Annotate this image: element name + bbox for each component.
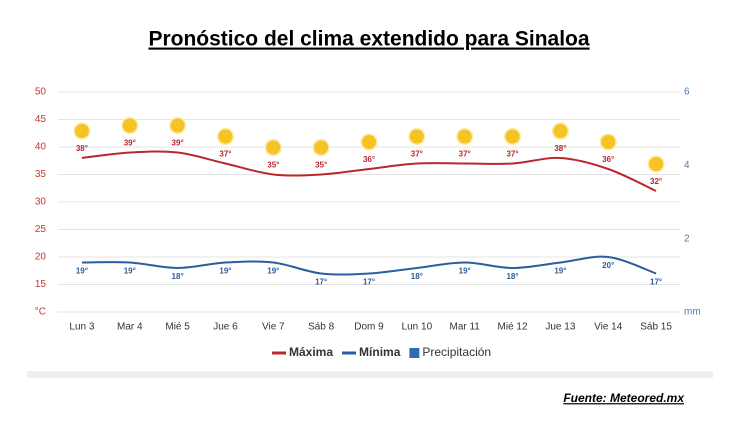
legend-label: Máxima [289, 345, 333, 359]
sun [122, 118, 137, 133]
x-tick-label: Vie 7 [262, 322, 285, 333]
x-tick-label: Mar 11 [449, 322, 480, 333]
y-tick-label: 15 [35, 279, 47, 290]
legend-swatch [409, 348, 420, 358]
y-tick-label: 20 [35, 252, 47, 263]
sun [649, 157, 664, 171]
y-tick-label: °C [35, 307, 46, 318]
x-tick-label: Dom 9 [354, 322, 384, 333]
weather-icon [312, 139, 330, 156]
data-label: 38° [76, 144, 88, 153]
data-label: 18° [411, 272, 423, 281]
data-label: 37° [219, 150, 231, 159]
data-label: 35° [267, 161, 279, 170]
x-tick-label: Mar 4 [117, 322, 143, 333]
sun [74, 124, 89, 138]
data-label: 35° [315, 161, 327, 170]
weather-icon [504, 128, 522, 145]
data-label: 32° [650, 177, 662, 186]
weather-icon [360, 133, 378, 151]
weather-icon [456, 128, 474, 145]
sun [409, 129, 424, 144]
data-label: 20° [602, 261, 614, 270]
x-tick-label: Jue 6 [213, 322, 238, 333]
data-label: 39° [124, 139, 136, 148]
weather-icon [408, 128, 426, 145]
y2-tick-label: 2 [684, 233, 690, 244]
y2-tick-label: mm [684, 307, 701, 318]
y-tick-label: 30 [35, 197, 47, 208]
line [81, 255, 657, 276]
data-label: 39° [172, 139, 184, 148]
y-tick-label: 45 [35, 114, 47, 125]
sun [457, 129, 472, 144]
data-label: 38° [554, 144, 566, 153]
data-label: 17° [650, 278, 662, 287]
x-tick-label: Lun 3 [69, 322, 94, 333]
data-label: 37° [459, 150, 471, 159]
x-tick-label: Vie 14 [594, 322, 623, 333]
weather-icon [216, 128, 234, 145]
data-label: 19° [76, 267, 88, 276]
weather-icon [551, 122, 569, 140]
x-tick-label: Sáb 8 [308, 322, 335, 333]
sun [505, 129, 520, 144]
sun [266, 140, 281, 155]
separator [27, 371, 713, 378]
weather-icon [169, 117, 187, 134]
weather-icon [73, 122, 91, 140]
sun [314, 140, 329, 155]
data-label: 37° [411, 150, 423, 159]
data-label: 19° [124, 267, 136, 276]
data-label: 19° [267, 267, 279, 276]
data-label: 19° [219, 267, 231, 276]
data-label: 37° [506, 150, 518, 159]
sun [362, 135, 376, 149]
y-tick-label: 35 [35, 169, 47, 180]
data-label: 19° [459, 267, 471, 276]
x-tick-label: Jue 13 [545, 322, 575, 333]
weather-icon [647, 155, 665, 173]
sun [553, 124, 568, 138]
data-label: 18° [172, 272, 184, 281]
x-tick-label: Lun 10 [402, 322, 433, 333]
sun [601, 135, 616, 149]
x-tick-label: Mié 12 [498, 322, 528, 333]
y-tick-label: 25 [35, 224, 47, 235]
y-tick-label: 40 [35, 142, 47, 153]
data-label: 18° [506, 272, 518, 281]
sun [218, 129, 233, 144]
sun [170, 118, 185, 133]
legend-label: Mínima [359, 345, 401, 359]
source: Fuente: Meteored.mx [563, 391, 685, 405]
x-tick-label: Mié 5 [165, 322, 190, 333]
data-label: 36° [363, 155, 375, 164]
chart-title: Pronóstico del clima extendido para Sina… [148, 28, 589, 51]
weather-icon [121, 117, 139, 134]
x-tick-label: Sáb 15 [640, 322, 672, 333]
data-label: 17° [315, 278, 327, 287]
data-label: 17° [363, 278, 375, 287]
y2-tick-label: 6 [684, 87, 690, 98]
data-label: 36° [602, 155, 614, 164]
legend-label: Precipitación [422, 345, 491, 359]
weather-icon [264, 139, 282, 156]
weather-icon [599, 133, 617, 151]
line [81, 150, 657, 192]
y-tick-label: 50 [35, 87, 47, 98]
y2-tick-label: 4 [684, 160, 690, 171]
data-label: 19° [554, 267, 566, 276]
